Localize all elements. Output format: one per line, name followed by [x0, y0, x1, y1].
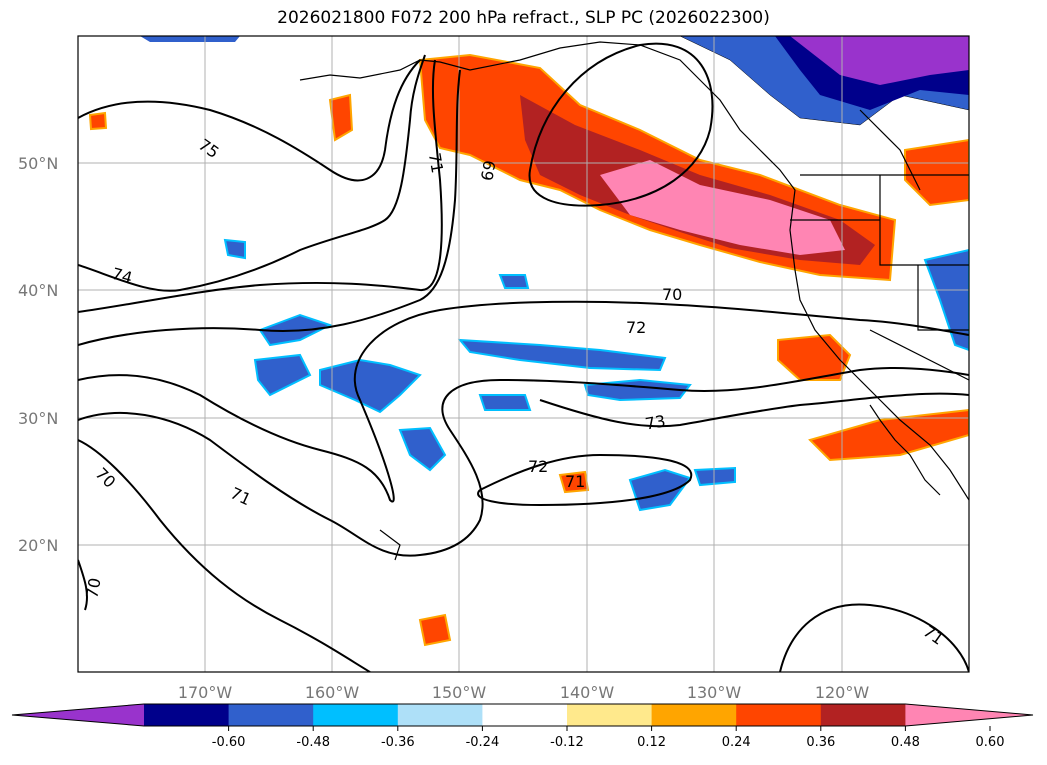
colorbar-tick-label: -0.36	[381, 735, 415, 750]
negative-region-4	[457, 338, 667, 372]
positive-band-core	[600, 160, 845, 255]
positive-region-small-2	[558, 470, 590, 494]
negative-region-11	[498, 274, 530, 289]
contour-label-73: 73	[644, 411, 667, 433]
lon-label-170w: 170°W	[178, 683, 233, 702]
positive-region-small-4	[88, 111, 108, 131]
colorbar-segment	[482, 704, 568, 726]
slp-contours	[78, 42, 969, 672]
lon-label-130w: 130°W	[687, 683, 742, 702]
contour-label-74: 74	[110, 264, 135, 288]
negative-region-top	[140, 36, 240, 42]
positive-region-small-1	[328, 93, 354, 142]
lon-label-150w: 150°W	[432, 683, 487, 702]
lat-label-40n: 40°N	[18, 281, 58, 300]
lat-label-30n: 30°N	[18, 409, 58, 428]
colorbar: -0.60 -0.48 -0.36 -0.24 -0.12 0.12 0.24 0.36 0.4…	[11, 703, 1034, 750]
colorbar-tick-label: -0.12	[550, 735, 584, 750]
graticule	[78, 36, 969, 672]
contour-label-69: 69	[477, 159, 499, 182]
colorbar-tick-label: 0.36	[806, 735, 835, 750]
colorbar-segment	[567, 704, 653, 726]
colorbar-segment	[313, 704, 399, 726]
negative-region-8	[478, 394, 532, 411]
colorbar-segment	[651, 704, 737, 726]
colorbar-segment	[228, 704, 314, 726]
lat-label-50n: 50°N	[18, 154, 58, 173]
map-frame	[77, 35, 970, 673]
negative-region-10	[923, 248, 969, 352]
colorbar-extension-max	[905, 704, 1033, 726]
colorbar-segment	[397, 704, 483, 726]
colorbar-tick-label: -0.48	[296, 735, 330, 750]
negative-region-northeast-peak	[790, 36, 969, 85]
colorbar-tick-label: 0.48	[891, 735, 920, 750]
colorbar-segment	[820, 704, 906, 726]
negative-region-7	[628, 468, 692, 512]
map-title: 2026021800 F072 200 hPa refract., SLP PC…	[277, 8, 770, 28]
contour-label-70-east: 70	[662, 285, 682, 304]
contour-label-71-central: 71	[565, 472, 585, 491]
map-area: 75 74 71 69 70 72 73 72 71 70 71 70 71	[78, 36, 969, 672]
colorbar-tick-label: 0.60	[976, 735, 1005, 750]
lon-label-140w: 140°W	[560, 683, 615, 702]
contour-label-72-east: 72	[626, 318, 646, 337]
positive-region-coast	[777, 333, 852, 381]
contour-label-70-southwest: 70	[82, 576, 104, 599]
colorbar-extension-min	[12, 704, 144, 726]
shaded-fields	[88, 36, 969, 647]
colorbar-tick-label: -0.24	[466, 735, 500, 750]
colorbar-tick-label: 0.12	[637, 735, 666, 750]
lon-label-120w: 120°W	[815, 683, 870, 702]
contour-label-71-north: 71	[425, 151, 447, 174]
colorbar-tick-label: -0.60	[212, 735, 246, 750]
positive-region-small-3	[418, 613, 452, 647]
negative-region-2	[253, 353, 312, 397]
lat-label-20n: 20°N	[18, 536, 58, 555]
colorbar-tick-label: 0.24	[722, 735, 751, 750]
colorbar-segment	[736, 704, 822, 726]
negative-region-9	[223, 238, 246, 260]
lon-label-160w: 160°W	[305, 683, 360, 702]
colorbar-outline	[11, 703, 1034, 727]
contour-label-72-central: 72	[528, 457, 548, 476]
colorbar-segment	[144, 704, 230, 726]
negative-region-12	[693, 466, 736, 487]
negative-region-6	[398, 426, 447, 472]
